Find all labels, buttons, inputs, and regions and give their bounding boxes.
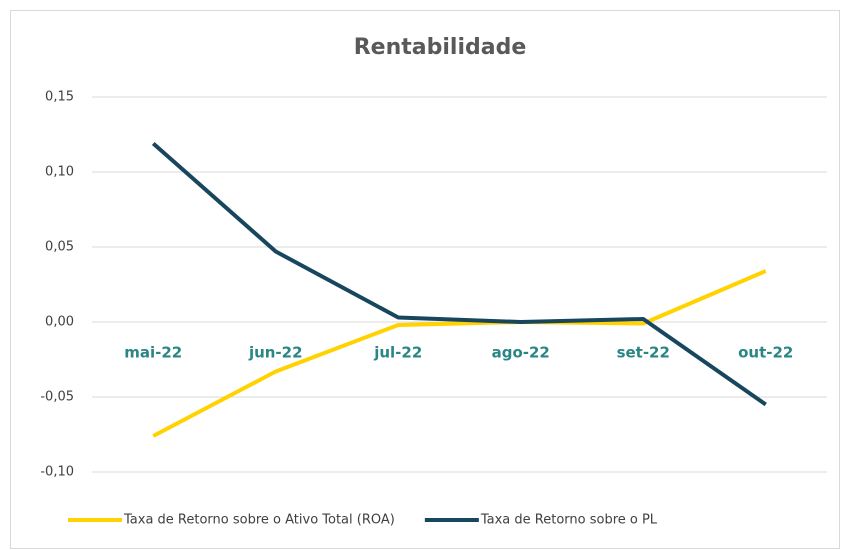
chart-title: Rentabilidade: [354, 35, 527, 60]
series-line: [151, 141, 767, 407]
x-tick-label: ago-22: [492, 344, 550, 362]
y-tick-label: 0,15: [45, 90, 74, 105]
chart-border: [10, 10, 840, 549]
x-tick-label: jun-22: [248, 344, 303, 362]
x-tick-label: mai-22: [124, 344, 182, 362]
series-line: [152, 269, 767, 438]
legend-label: Taxa de Retorno sobre o Ativo Total (ROA…: [123, 513, 395, 528]
y-tick-label: -0,10: [40, 465, 74, 480]
legend-label: Taxa de Retorno sobre o PL: [480, 513, 658, 528]
x-tick-label: out-22: [738, 344, 793, 362]
y-tick-label: 0,05: [45, 240, 74, 255]
y-tick-label: 0,00: [45, 315, 74, 330]
y-tick-label: -0,05: [40, 390, 74, 405]
x-tick-label: jul-22: [373, 344, 422, 362]
y-tick-label: 0,10: [45, 165, 74, 180]
x-tick-label: set-22: [617, 344, 670, 362]
